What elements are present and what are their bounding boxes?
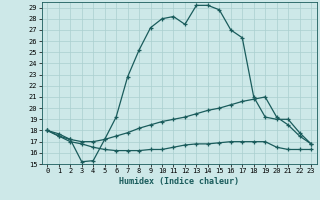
X-axis label: Humidex (Indice chaleur): Humidex (Indice chaleur) xyxy=(119,177,239,186)
